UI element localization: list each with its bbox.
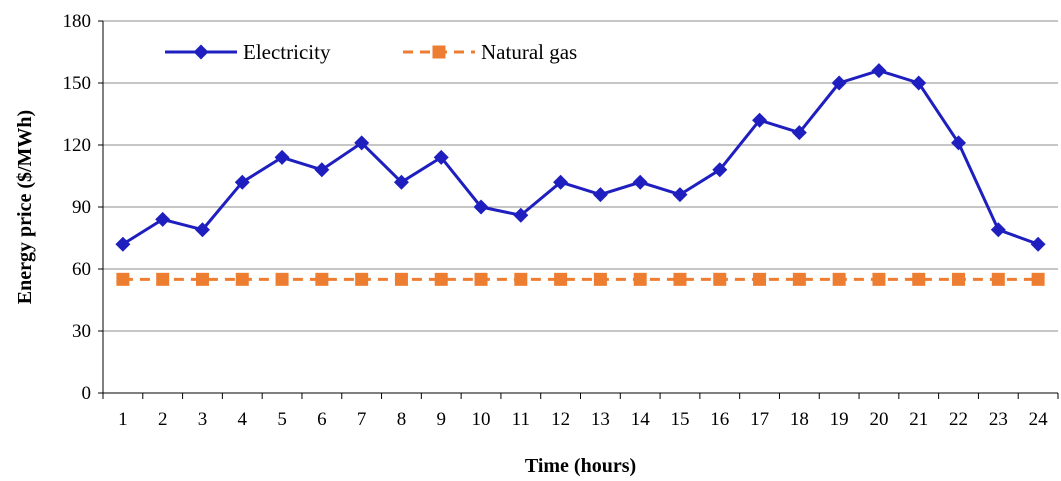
y-tick-label: 60 — [72, 259, 91, 280]
x-tick-label: 4 — [238, 409, 248, 430]
legend-label: Natural gas — [481, 40, 577, 64]
x-tick-label: 6 — [317, 409, 327, 430]
x-tick-label: 10 — [472, 409, 491, 430]
data-point — [713, 272, 727, 286]
x-tick-label: 21 — [909, 409, 928, 430]
data-point — [474, 272, 488, 286]
legend-item: Electricity — [165, 40, 331, 64]
data-point — [234, 174, 250, 190]
data-point — [194, 222, 210, 238]
data-point — [872, 272, 886, 286]
data-point — [116, 272, 130, 286]
legend: Electricity Natural gas — [165, 40, 577, 64]
x-tick-label: 2 — [158, 409, 168, 430]
data-point — [673, 272, 687, 286]
data-point — [156, 272, 170, 286]
data-point — [274, 149, 290, 165]
data-point — [633, 272, 647, 286]
data-point — [155, 211, 171, 227]
x-tick-label: 8 — [397, 409, 407, 430]
data-point — [554, 272, 568, 286]
data-point — [951, 135, 967, 151]
data-point — [990, 222, 1006, 238]
data-point — [991, 272, 1005, 286]
data-point — [592, 187, 608, 203]
data-point — [712, 162, 728, 178]
data-point — [275, 272, 289, 286]
x-tick-label: 1 — [118, 409, 128, 430]
legend-marker — [432, 45, 446, 59]
x-tick-label: 17 — [750, 409, 769, 430]
y-tick-label: 120 — [63, 135, 92, 156]
y-tick-label: 90 — [72, 197, 91, 218]
x-tick-label: 19 — [830, 409, 849, 430]
data-point — [473, 199, 489, 215]
y-tick-label: 180 — [63, 11, 92, 32]
x-tick-label: 11 — [512, 409, 530, 430]
data-point — [235, 272, 249, 286]
x-tick-label: 18 — [790, 409, 809, 430]
x-tick-label: 16 — [710, 409, 729, 430]
y-tick-label: 30 — [72, 321, 91, 342]
x-tick-label: 13 — [591, 409, 610, 430]
x-tick-label: 14 — [631, 409, 651, 430]
x-tick-label: 7 — [357, 409, 367, 430]
data-point — [553, 174, 569, 190]
data-point — [831, 75, 847, 91]
x-tick-label: 3 — [198, 409, 208, 430]
data-point — [1030, 236, 1046, 252]
y-tick-label: 150 — [63, 73, 92, 94]
data-point — [513, 207, 529, 223]
series-electricity — [115, 63, 1046, 252]
x-tick-label: 12 — [551, 409, 570, 430]
axes — [98, 20, 1059, 399]
data-point — [115, 236, 131, 252]
y-axis-title: Energy price ($/MWh) — [14, 110, 36, 304]
data-point — [912, 272, 926, 286]
legend-marker — [193, 44, 209, 60]
data-point — [1031, 272, 1045, 286]
gridlines — [103, 20, 1058, 332]
data-point — [355, 272, 369, 286]
y-tick-label: 0 — [82, 383, 92, 404]
x-tick-label: 9 — [436, 409, 446, 430]
x-axis-title: Time (hours) — [525, 455, 636, 477]
data-point — [753, 272, 767, 286]
data-point — [632, 174, 648, 190]
x-tick-label: 20 — [869, 409, 888, 430]
x-tick-label: 5 — [277, 409, 287, 430]
data-point — [672, 187, 688, 203]
x-tick-label: 15 — [670, 409, 689, 430]
x-tick-label: 23 — [989, 409, 1008, 430]
data-point — [871, 63, 887, 79]
data-point — [394, 272, 408, 286]
data-point — [792, 272, 806, 286]
data-point — [314, 162, 330, 178]
data-point — [434, 272, 448, 286]
data-point — [752, 112, 768, 128]
data-point — [593, 272, 607, 286]
data-point — [832, 272, 846, 286]
data-point — [195, 272, 209, 286]
x-tick-label: 22 — [949, 409, 968, 430]
data-point — [354, 135, 370, 151]
x-tick-label: 24 — [1029, 409, 1049, 430]
series-natural-gas — [116, 272, 1045, 286]
data-point — [315, 272, 329, 286]
data-point — [791, 125, 807, 141]
data-point — [952, 272, 966, 286]
data-point — [911, 75, 927, 91]
data-point — [433, 149, 449, 165]
data-point — [393, 174, 409, 190]
legend-label: Electricity — [243, 40, 331, 64]
data-point — [514, 272, 528, 286]
legend-item: Natural gas — [403, 40, 577, 64]
data-series — [115, 63, 1046, 286]
series-line — [122, 69, 1039, 246]
